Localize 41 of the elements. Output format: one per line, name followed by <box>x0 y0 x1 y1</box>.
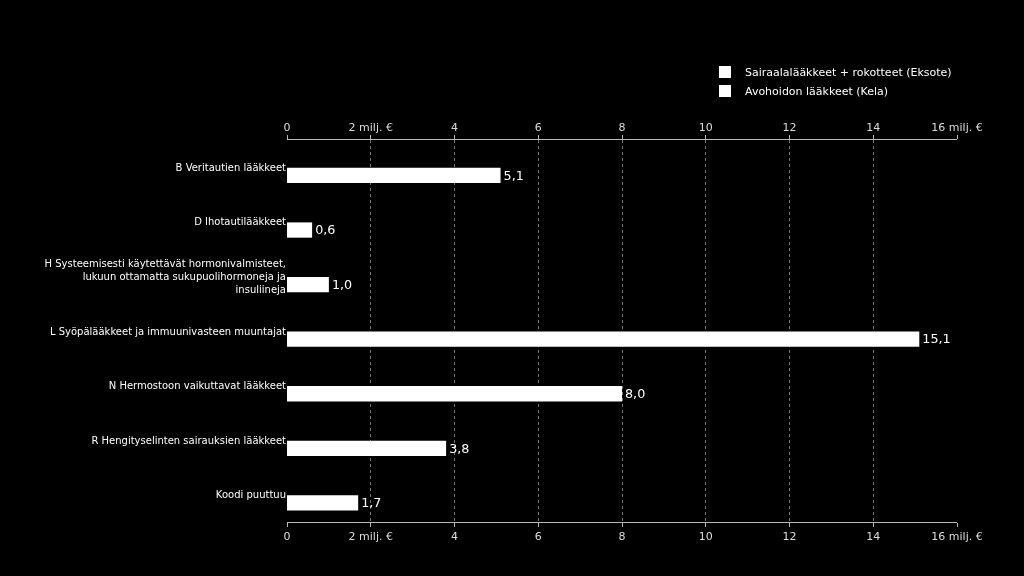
y-tick-label: N Hermostoon vaikuttavat lääkkeet <box>108 380 287 392</box>
x-tick-label: 0 <box>283 120 291 134</box>
data-label: 3,8 <box>449 440 470 456</box>
x-tick-label: 14 <box>866 120 881 134</box>
x2-tick-label: 6 <box>534 530 542 544</box>
x-tick-label: 8 <box>618 120 626 134</box>
x-tick-label: 10 <box>698 120 713 134</box>
bar <box>287 386 622 402</box>
x-tick-label: 6 <box>534 120 542 134</box>
data-label: 0,6 <box>315 222 336 238</box>
legend-label: Sairaalalääkkeet + rokotteet (Eksote) <box>745 66 952 80</box>
data-label: 15,1 <box>922 331 951 347</box>
bar <box>287 167 501 184</box>
x2-tick-label: 8 <box>618 530 626 544</box>
data-label: 1,0 <box>331 276 353 292</box>
y-tick-label: B Veritautien lääkkeet <box>175 161 287 173</box>
x-tick-label: 2 milj. € <box>348 120 393 134</box>
bar <box>287 276 329 293</box>
data-label: 5,1 <box>503 167 524 183</box>
bar <box>287 222 313 238</box>
bar <box>287 440 447 456</box>
x-tick-label: 4 <box>451 120 458 134</box>
bar <box>287 495 359 511</box>
x2-tick-label: 16 milj. € <box>931 530 983 544</box>
x2-tick-label: 2 milj. € <box>348 530 393 544</box>
x2-tick-label: 14 <box>866 530 881 544</box>
y-tick-label: L Syöpälääkkeet ja immuunivasteen muuntajat <box>49 325 287 337</box>
y-tick-label: H Systeemisesti käytettävät hormonivalmisteet, lukuun ottamatta sukupuolihormoneja ja insuliineja <box>44 257 286 295</box>
y-tick-label: R Hengityselinten sairauksien lääkkeet <box>91 434 287 446</box>
x2-tick-label: 0 <box>283 530 291 544</box>
legend-label: Avohoidon lääkkeet (Kela) <box>745 85 889 99</box>
x-tick-label: 16 milj. € <box>931 120 983 134</box>
data-label: 1,7 <box>361 495 382 511</box>
y-tick-label: D Ihotautilääkkeet <box>194 216 287 228</box>
x2-tick-label: 10 <box>698 530 713 544</box>
y-tick-label: Koodi puuttuu <box>215 489 286 501</box>
bar <box>287 331 920 347</box>
x-tick-label: 12 <box>782 120 797 134</box>
data-label: 8,0 <box>625 386 646 401</box>
x2-tick-label: 12 <box>782 530 797 544</box>
x2-tick-label: 4 <box>451 530 458 544</box>
